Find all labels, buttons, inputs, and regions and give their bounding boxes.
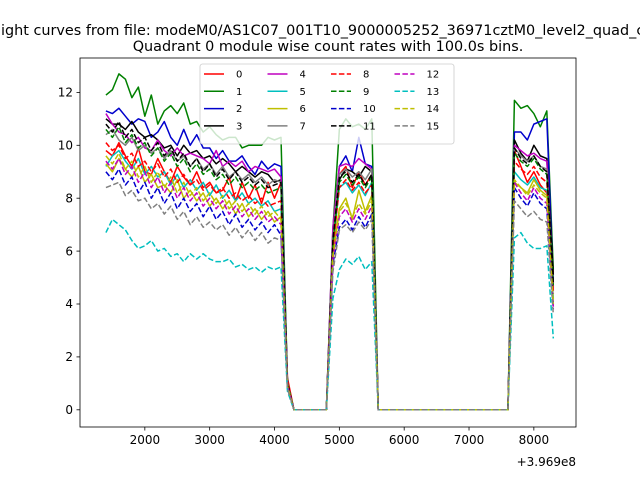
x-tick-label: 8000: [519, 433, 550, 447]
legend-label-9: 9: [363, 87, 369, 98]
legend-label-14: 14: [427, 104, 440, 115]
legend-label-1: 1: [236, 87, 242, 98]
legend-label-11: 11: [363, 122, 376, 133]
y-tick-label: 2: [65, 350, 73, 364]
y-tick-label: 4: [65, 297, 73, 311]
legend-label-0: 0: [236, 70, 242, 81]
legend-label-6: 6: [300, 104, 306, 115]
x-tick-label: 7000: [454, 433, 485, 447]
legend-label-2: 2: [236, 104, 242, 115]
x-offset-label: +3.969e8: [517, 455, 576, 469]
legend-label-3: 3: [236, 122, 242, 133]
legend-label-7: 7: [300, 122, 306, 133]
x-tick-label: 5000: [324, 433, 355, 447]
legend-label-13: 13: [427, 87, 440, 98]
legend-label-10: 10: [363, 104, 376, 115]
x-tick-label: 2000: [130, 433, 161, 447]
legend-label-5: 5: [300, 87, 306, 98]
plot-frame: [79, 57, 577, 428]
legend-label-4: 4: [300, 70, 306, 81]
series-line-15: [105, 181, 555, 411]
figure-suptitle: Plotting light curves from file: modeM0/…: [0, 23, 640, 39]
x-axis: 2000 3000 4000 5000 6000 7000 8000: [130, 427, 550, 447]
legend-frame: [199, 63, 455, 145]
y-tick-label: 12: [58, 86, 73, 100]
series-layer: [105, 73, 555, 411]
x-tick-label: 4000: [259, 433, 290, 447]
y-axis: 0 2 4 6 8 10 12: [58, 86, 80, 417]
y-tick-label: 0: [65, 403, 73, 417]
legend-label-15: 15: [427, 122, 440, 133]
x-tick-label: 6000: [389, 433, 420, 447]
legend-label-12: 12: [427, 70, 440, 81]
chart-title: Quadrant 0 module wise count rates with …: [133, 39, 524, 55]
y-tick-label: 6: [65, 244, 73, 258]
series-line-9: [105, 126, 555, 411]
y-tick-label: 8: [65, 191, 73, 205]
x-tick-label: 3000: [194, 433, 225, 447]
y-tick-label: 10: [58, 138, 73, 152]
legend-label-8: 8: [363, 70, 369, 81]
